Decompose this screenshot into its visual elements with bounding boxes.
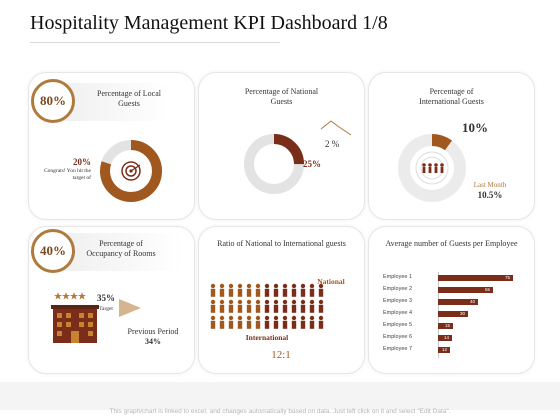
ratio-label: Ratio of National to International guest… <box>217 239 346 248</box>
person-icon <box>264 299 270 313</box>
person-icon <box>300 315 306 329</box>
person-icon <box>246 315 252 329</box>
bar-category-label: Employee 6 <box>383 334 413 340</box>
international-guests-label: Percentage of International Guests <box>419 87 484 106</box>
person-icon <box>282 283 288 297</box>
bar-category-label: Employee 7 <box>383 346 413 352</box>
card-room-occupancy: 40% Percentage of Occupancy of Rooms 35%… <box>28 226 195 374</box>
international-guests-ring <box>398 134 466 202</box>
employee-bar: 40 <box>438 298 478 305</box>
card-national-guests: Percentage of National Guests 25% 2 % <box>198 72 365 220</box>
person-icon <box>300 283 306 297</box>
person-icon <box>264 283 270 297</box>
person-icon <box>282 315 288 329</box>
card-international-guests: Percentage of International Guests 10% L… <box>368 72 535 220</box>
person-icon <box>228 299 234 313</box>
employee-chart-title: Average number of Guests per Employee <box>385 239 518 248</box>
person-icon <box>237 315 243 329</box>
occupancy-badge: 40% <box>31 229 75 273</box>
international-guests-value: 10% <box>462 120 488 135</box>
bar-category-label: Employee 4 <box>383 310 413 316</box>
bar-category-label: Employee 2 <box>383 286 413 292</box>
person-icon <box>219 283 225 297</box>
person-icon <box>318 283 324 297</box>
people-icon <box>422 163 444 173</box>
national-trend-value: 2 % <box>325 139 340 149</box>
person-icon <box>318 315 324 329</box>
person-icon <box>219 315 225 329</box>
local-guests-badge: 80% <box>31 79 75 123</box>
trend-down-icon <box>320 120 352 136</box>
person-icon <box>273 315 279 329</box>
person-icon <box>255 315 261 329</box>
occupancy-label: Percentage of Occupancy of Rooms <box>86 239 156 258</box>
target-icon <box>121 161 141 181</box>
person-icon <box>237 299 243 313</box>
last-month-label: Last Month <box>473 181 507 189</box>
person-icon <box>318 299 324 313</box>
national-guests-value: 25% <box>303 159 321 169</box>
bar-category-label: Employee 1 <box>383 274 413 280</box>
target-flag-icon <box>119 299 141 317</box>
person-icon <box>228 283 234 297</box>
person-icon <box>291 283 297 297</box>
ratio-value: 12:1 <box>271 349 291 361</box>
person-icon <box>219 299 225 313</box>
person-icon <box>282 299 288 313</box>
footer-note: This graph/chart is linked to excel, and… <box>109 408 451 415</box>
employee-bar: 30 <box>438 310 468 317</box>
occupancy-target-label: Target <box>99 306 113 312</box>
person-icon <box>210 299 216 313</box>
last-month-value: 10.5% <box>477 190 503 200</box>
local-guests-target-value: 20% <box>73 157 91 167</box>
local-guests-caption: Congrats! You hit the target of <box>43 168 91 181</box>
person-icon <box>255 283 261 297</box>
footer-band <box>0 382 560 410</box>
national-legend-label: National <box>317 277 345 286</box>
person-icon <box>237 283 243 297</box>
employee-bar: 12 <box>438 346 450 353</box>
card-local-guests: 80% Percentage of Local Guests 20% Congr… <box>28 72 195 220</box>
card-ratio-guests: Ratio of National to International guest… <box>198 226 365 374</box>
local-guests-label: Percentage of Local Guests <box>97 89 161 108</box>
person-icon <box>273 299 279 313</box>
national-guests-ring <box>244 134 304 194</box>
person-icon <box>300 299 306 313</box>
employee-bar: 15 <box>438 322 453 329</box>
occupancy-current-value: 35% <box>97 293 115 303</box>
employee-bar: 75 <box>438 274 513 281</box>
person-icon <box>228 315 234 329</box>
international-legend-label: International <box>245 333 289 342</box>
card-guests-per-employee: Average number of Guests per Employee Em… <box>368 226 535 374</box>
page-title: Hospitality Management KPI Dashboard 1/8 <box>30 12 388 34</box>
title-divider <box>30 42 280 43</box>
person-icon <box>291 315 297 329</box>
person-icon <box>210 315 216 329</box>
local-guests-ring <box>100 140 162 202</box>
person-icon <box>273 283 279 297</box>
hotel-building-icon <box>51 292 99 343</box>
person-icon <box>264 315 270 329</box>
bar-category-label: Employee 3 <box>383 298 413 304</box>
person-icon <box>210 283 216 297</box>
person-icon <box>309 299 315 313</box>
person-icon <box>291 299 297 313</box>
person-icon <box>309 315 315 329</box>
employee-bar: 55 <box>438 286 493 293</box>
previous-period-label: Previous Period <box>127 327 179 336</box>
person-icon <box>309 283 315 297</box>
employee-bar: 14 <box>438 334 452 341</box>
person-icon <box>246 299 252 313</box>
person-icon <box>255 299 261 313</box>
bar-category-label: Employee 5 <box>383 322 413 328</box>
person-icon <box>246 283 252 297</box>
employee-bar-chart: Employee 1 75 Employee 2 55 Employee 3 40 Empl… <box>383 272 523 358</box>
previous-period-value: 34% <box>145 337 161 346</box>
national-guests-label: Percentage of National Guests <box>244 87 319 106</box>
people-pictogram <box>210 283 324 329</box>
